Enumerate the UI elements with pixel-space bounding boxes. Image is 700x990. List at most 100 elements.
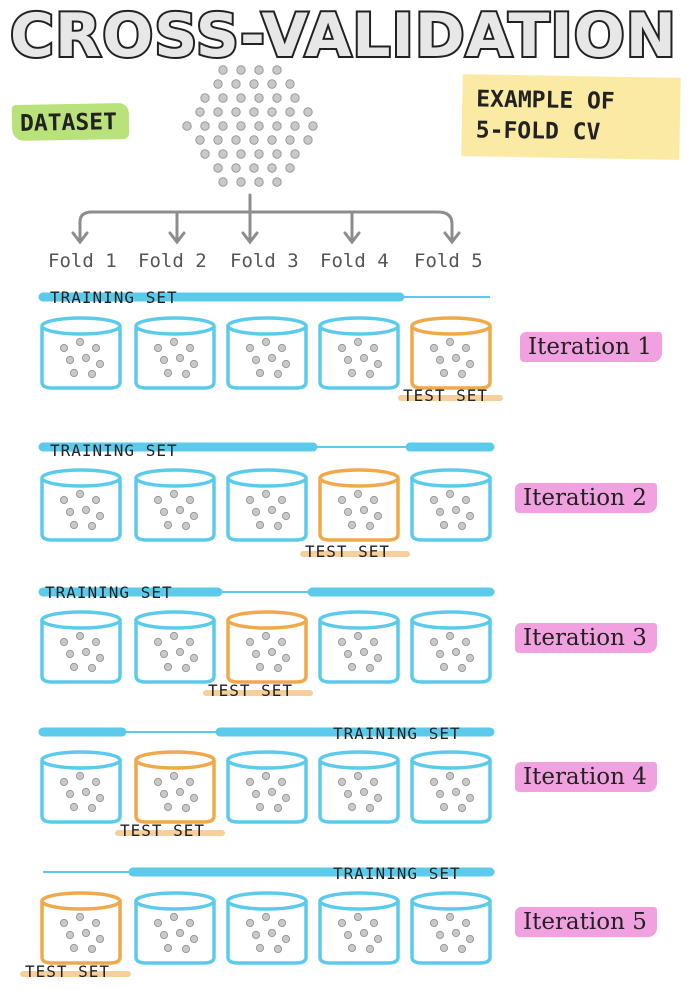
dataset-dot — [231, 163, 241, 173]
sample-dot — [353, 489, 363, 499]
dataset-dot — [272, 149, 282, 159]
sample-dot — [181, 944, 191, 954]
training-fold-cylinder — [410, 891, 492, 965]
dataset-dot — [272, 65, 282, 75]
sample-dot — [159, 355, 169, 365]
sample-dot — [277, 918, 287, 928]
sample-dot — [175, 787, 185, 797]
sample-dot — [81, 353, 91, 363]
sample-dot — [277, 637, 287, 647]
sample-dot — [95, 653, 105, 663]
dataset-dot — [200, 121, 210, 131]
sample-dot — [435, 649, 445, 659]
sample-dot — [251, 789, 261, 799]
sample-dot — [185, 777, 195, 787]
sample-dot — [95, 934, 105, 944]
sample-dot — [439, 368, 449, 378]
sample-dot — [267, 353, 277, 363]
sample-dot — [153, 343, 163, 353]
sample-dot — [373, 793, 383, 803]
dataset-dot — [236, 177, 246, 187]
sample-dot — [189, 793, 199, 803]
dataset-dot — [303, 135, 313, 145]
sample-dot — [59, 777, 69, 787]
sample-dot — [435, 355, 445, 365]
training-fold-cylinder — [40, 610, 122, 684]
sample-dot — [81, 928, 91, 938]
training-set-label-3: TRAINING SET — [45, 583, 173, 602]
training-fold-cylinder — [410, 468, 492, 542]
iteration-label-3: Iteration 3 — [515, 623, 657, 653]
sample-dot — [163, 662, 173, 672]
sample-dot — [461, 637, 471, 647]
iteration-label-1: Iteration 1 — [520, 332, 662, 362]
training-set-label-1: TRAINING SET — [50, 288, 178, 307]
dataset-dot — [267, 135, 277, 145]
sample-dot — [95, 359, 105, 369]
sample-dot — [69, 368, 79, 378]
split-arrow-icon — [168, 231, 186, 245]
sample-dot — [359, 928, 369, 938]
sample-dot — [159, 789, 169, 799]
dataset-dot — [272, 93, 282, 103]
sample-dot — [185, 495, 195, 505]
iteration-label-2: Iteration 2 — [515, 483, 657, 513]
sample-dot — [261, 337, 271, 347]
sample-dot — [337, 637, 347, 647]
sample-dot — [445, 489, 455, 499]
dataset-dot — [218, 93, 228, 103]
sample-dot — [277, 777, 287, 787]
dataset-dot — [236, 121, 246, 131]
sample-dot — [81, 505, 91, 515]
sample-dot — [255, 520, 265, 530]
sample-dot — [465, 793, 475, 803]
sample-dot — [465, 934, 475, 944]
dataset-dot — [195, 107, 205, 117]
dataset-dot — [267, 163, 277, 173]
sample-dot — [451, 787, 461, 797]
sample-dot — [189, 359, 199, 369]
sample-dot — [87, 521, 97, 531]
test-set-label-4: TEST SET — [120, 821, 206, 840]
training-fold-cylinder — [318, 891, 400, 965]
sample-dot — [369, 918, 379, 928]
sample-dot — [429, 637, 439, 647]
sample-dot — [439, 802, 449, 812]
sample-dot — [347, 943, 357, 953]
sample-dot — [59, 637, 69, 647]
dataset-dot — [254, 65, 264, 75]
test-set-label-1: TEST SET — [403, 386, 489, 405]
sample-dot — [347, 520, 357, 530]
dataset-dot — [285, 107, 295, 117]
training-fold-cylinder — [410, 610, 492, 684]
sample-dot — [245, 777, 255, 787]
sample-dot — [465, 653, 475, 663]
sample-dot — [439, 662, 449, 672]
split-arrow-icon — [443, 231, 461, 245]
training-fold-cylinder — [134, 610, 216, 684]
sample-dot — [457, 521, 467, 531]
page-title: CROSS-VALIDATION — [10, 2, 678, 64]
training-fold-cylinder — [134, 316, 216, 390]
sample-dot — [273, 521, 283, 531]
training-set-label-2: TRAINING SET — [50, 441, 178, 460]
sample-dot — [87, 369, 97, 379]
test-fold-cylinder — [410, 316, 492, 390]
sample-dot — [365, 369, 375, 379]
sample-dot — [59, 918, 69, 928]
dataset-dot — [285, 79, 295, 89]
sample-dot — [251, 649, 261, 659]
sample-dot — [153, 918, 163, 928]
dataset-dot — [182, 121, 192, 131]
sample-dot — [457, 369, 467, 379]
dataset-dot — [236, 149, 246, 159]
sample-dot — [261, 912, 271, 922]
sample-dot — [75, 912, 85, 922]
sample-dot — [81, 647, 91, 657]
svg-text:CROSS-VALIDATION: CROSS-VALIDATION — [10, 2, 677, 64]
dataset-dot — [213, 107, 223, 117]
dataset-dot — [249, 135, 259, 145]
sample-dot — [169, 771, 179, 781]
dataset-dot — [249, 163, 259, 173]
dataset-dot — [290, 93, 300, 103]
